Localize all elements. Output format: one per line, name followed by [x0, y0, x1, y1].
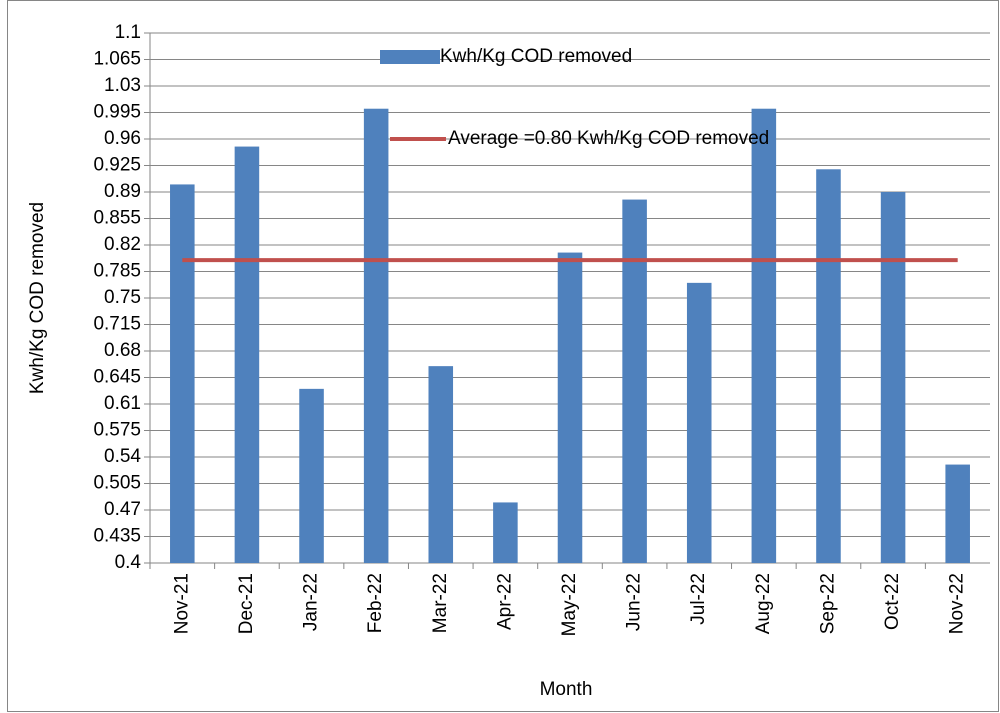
bar: [880, 192, 906, 563]
bar: [363, 108, 389, 563]
bar: [493, 502, 518, 563]
y-tick-label: 0.47: [104, 499, 141, 520]
y-tick-label: 0.68: [104, 340, 141, 361]
x-tick-label: Mar-22: [430, 573, 451, 633]
x-tick-label: Sep-22: [817, 573, 838, 634]
y-tick-label: 0.715: [93, 314, 141, 335]
x-tick-label: Jan-22: [301, 573, 322, 631]
y-tick-label: 0.96: [104, 128, 141, 149]
y-tick-label: 1.065: [93, 49, 141, 70]
legend-label: Average =0.80 Kwh/Kg COD removed: [448, 128, 769, 149]
bar: [234, 146, 260, 564]
bar: [751, 108, 777, 563]
y-tick-label: 0.75: [104, 287, 141, 308]
y-tick-label: 0.61: [104, 393, 141, 414]
x-axis-title: Month: [540, 679, 593, 700]
y-tick-label: 0.925: [93, 155, 141, 176]
y-tick-label: 1.1: [115, 22, 141, 43]
bar: [945, 464, 970, 563]
x-tick-label: Nov-21: [171, 573, 192, 634]
legend-label: Kwh/Kg COD removed: [440, 46, 632, 67]
y-tick-label: 0.89: [104, 181, 141, 202]
y-tick-label: 0.995: [93, 102, 141, 123]
bar: [622, 199, 647, 564]
y-tick-label: 0.82: [104, 234, 141, 255]
y-tick-label: 0.785: [93, 261, 141, 282]
y-tick-label: 1.03: [104, 75, 141, 96]
x-tick-label: Jun-22: [624, 573, 645, 631]
x-tick-label: Oct-22: [882, 573, 903, 630]
y-tick-label: 0.4: [115, 552, 142, 573]
y-tick-label: 0.575: [93, 420, 141, 441]
y-tick-label: 0.505: [93, 473, 141, 494]
x-tick-label: Dec-21: [236, 573, 257, 634]
bar: [816, 169, 841, 564]
y-tick-label: 0.54: [104, 446, 141, 467]
x-tick-label: Nov-22: [947, 573, 968, 634]
x-tick-label: Apr-22: [494, 573, 515, 630]
bar: [557, 252, 583, 564]
y-tick-label: 0.855: [93, 208, 141, 229]
bar: [428, 366, 454, 563]
bar: [299, 388, 324, 563]
x-tick-label: May-22: [559, 573, 580, 636]
legend-swatch: [380, 50, 440, 64]
x-tick-label: Aug-22: [753, 573, 774, 634]
bar: [686, 282, 712, 563]
bar: [170, 184, 195, 563]
y-axis-title: Kwh/Kg COD removed: [27, 202, 48, 394]
x-tick-label: Jul-22: [688, 573, 709, 625]
y-tick-label: 0.645: [93, 367, 141, 388]
x-tick-label: Feb-22: [365, 573, 386, 633]
y-tick-label: 0.435: [93, 526, 141, 547]
